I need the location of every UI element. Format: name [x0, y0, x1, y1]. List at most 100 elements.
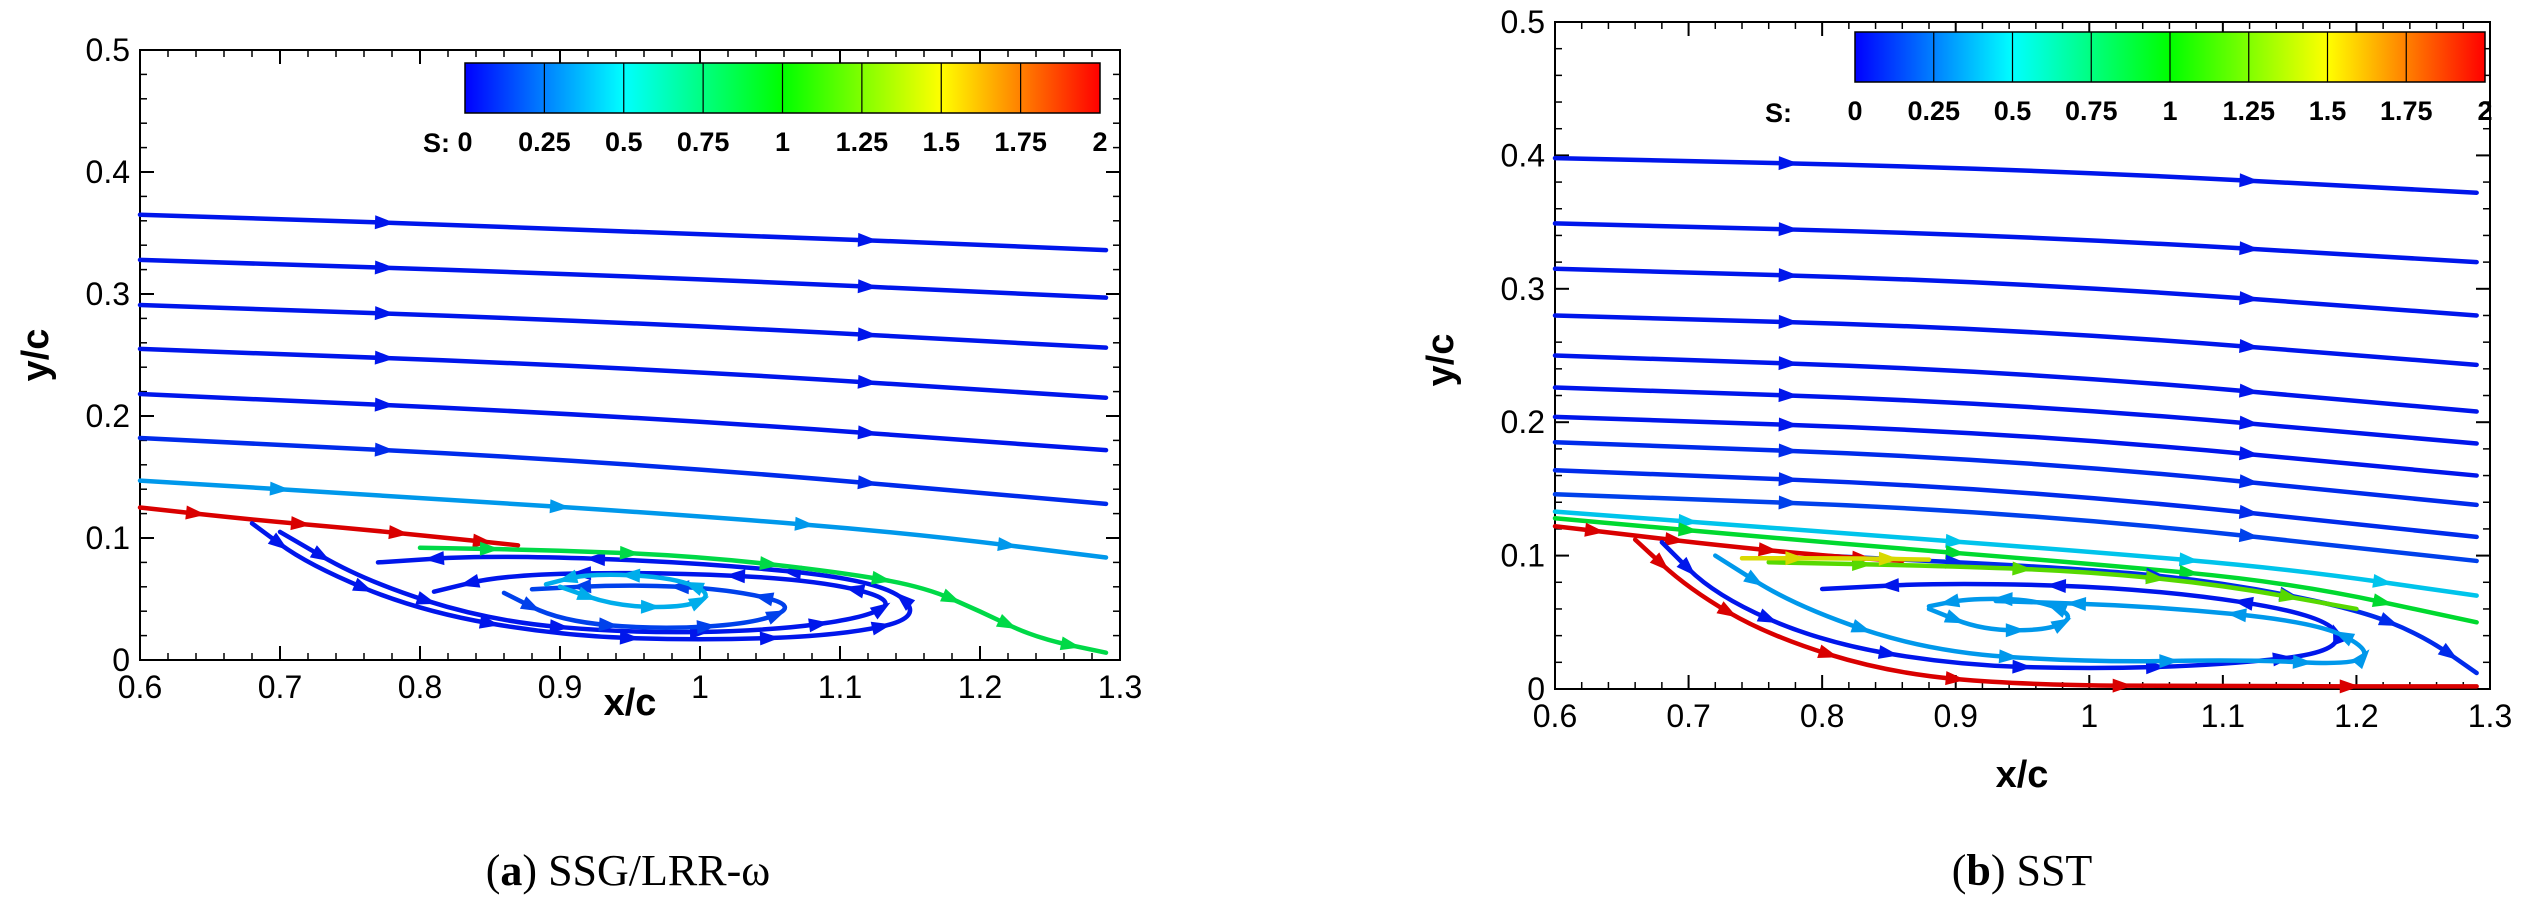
streamline-arrow: [585, 552, 606, 567]
streamline-arrow: [1778, 443, 1799, 458]
streamline-arrow: [374, 397, 395, 412]
streamline-arrow: [1877, 645, 1899, 659]
x-tick-label: 0.6: [118, 669, 162, 705]
streamline-arrow: [2065, 596, 2087, 611]
streamline-arrow: [1778, 356, 1799, 371]
streamline-arrow: [759, 631, 780, 646]
streamline-arrow: [267, 532, 289, 551]
streamline: [137, 391, 1109, 453]
colorbar-tick-label: 2: [2477, 96, 2492, 126]
streamline-arrow: [2159, 654, 2180, 669]
streamline-arrow: [2178, 552, 2200, 567]
y-tick-label: 0.5: [86, 32, 130, 68]
streamline: [137, 346, 1109, 400]
streamline-arrow: [1677, 522, 1699, 537]
streamline-arrow: [374, 350, 395, 365]
streamline-arrow: [1878, 551, 1899, 566]
streamline-arrow: [759, 556, 780, 571]
streamline-arrow: [1778, 268, 1799, 283]
y-tick-label: 0.3: [86, 276, 130, 312]
streamline-arrow: [1584, 522, 1606, 537]
streamline-arrow: [2238, 446, 2260, 461]
streamline-arrow: [1850, 619, 1872, 633]
streamline-arrow: [619, 630, 640, 645]
y-tick-label: 0.2: [86, 398, 130, 434]
streamline-arrow: [870, 621, 892, 636]
streamline-arrow: [870, 570, 892, 585]
x-tick-label: 1: [691, 669, 709, 705]
streamline-arrow: [2351, 649, 2370, 670]
y-tick-label: 0.1: [86, 520, 130, 556]
streamline-arrow: [619, 545, 640, 560]
streamline-arrow: [1945, 545, 1966, 560]
x-axis-label: x/c: [604, 682, 657, 724]
streamline: [137, 302, 1109, 350]
streamline-arrow: [2005, 623, 2026, 638]
streamline-arrow: [997, 537, 1018, 552]
colorbar-tick-label: 1: [775, 127, 790, 157]
streamline-arrow: [2046, 603, 2068, 618]
streamline-arrow: [374, 442, 395, 457]
streamline-arrow: [479, 541, 500, 556]
streamline: [1713, 553, 2367, 666]
streamline-arrow: [549, 499, 570, 514]
streamline-arrow: [352, 577, 374, 592]
streamline: [137, 257, 1109, 300]
x-tick-label: 0.9: [1933, 698, 1977, 734]
streamline-arrow: [478, 614, 500, 629]
streamline-arrow: [696, 620, 717, 635]
caption-letter: a: [500, 846, 522, 895]
streamline: [1552, 266, 2479, 318]
streamline-arrow: [2050, 618, 2072, 634]
streamline-arrow: [290, 516, 311, 531]
streamline-arrow: [1778, 472, 1799, 487]
streamline-arrow: [1778, 388, 1799, 403]
caption-text: SSG/LRR-ω: [537, 846, 770, 895]
x-tick-label: 0.8: [398, 669, 442, 705]
x-tick-label: 1.1: [818, 669, 862, 705]
streamline-arrow: [1676, 556, 1696, 577]
streamline-arrow: [857, 475, 878, 490]
streamline-arrow: [1778, 156, 1799, 171]
streamline: [1552, 467, 2479, 540]
x-tick-label: 1.2: [2334, 698, 2378, 734]
streamline-arrow: [2226, 608, 2247, 623]
colorbar-tick-label: 1.5: [922, 127, 960, 157]
streamline-arrow: [753, 592, 775, 607]
x-tick-label: 0.7: [258, 669, 302, 705]
x-tick-label: 1: [2080, 698, 2098, 734]
x-tick-label: 0.9: [538, 669, 582, 705]
streamline-arrow: [1778, 417, 1799, 432]
streamline-arrow: [1664, 532, 1686, 547]
colorbar-tick-label: 1.75: [994, 127, 1047, 157]
streamline-arrow: [1939, 593, 1961, 608]
streamline-arrow: [185, 505, 206, 520]
y-axis-label: y/c: [1420, 334, 1462, 387]
streamline: [137, 212, 1109, 253]
colorbar-tick-label: 1.5: [2309, 96, 2347, 126]
streamline-arrow: [549, 619, 570, 634]
streamline-arrow: [1943, 609, 1966, 624]
colorbar-tick-label: 0.25: [518, 127, 571, 157]
streamline-arrow: [765, 610, 787, 625]
streamline-arrow: [1945, 671, 1966, 686]
streamline-arrow: [2145, 570, 2167, 585]
streamline-arrow: [571, 579, 592, 594]
streamline-arrow: [2239, 291, 2260, 306]
streamline-arrow: [2334, 631, 2356, 647]
streamline-arrow: [1878, 578, 1900, 593]
caption-b: (b) SST: [1952, 846, 2093, 895]
streamline: [137, 435, 1109, 507]
x-tick-label: 0.6: [1533, 698, 1577, 734]
plot-frame: [139, 49, 1121, 661]
streamline-arrow: [2239, 339, 2260, 354]
streamline: [1552, 221, 2479, 265]
streamline: [1739, 556, 1932, 562]
streamline: [1632, 537, 2479, 689]
streamline-arrow: [2012, 659, 2033, 674]
y-tick-label: 0: [1527, 671, 1545, 707]
y-tick-label: 0.4: [86, 154, 130, 190]
colorbar-tick-label: 0: [1847, 96, 1862, 126]
streamline: [1552, 385, 2479, 446]
streamline-arrow: [687, 596, 710, 612]
